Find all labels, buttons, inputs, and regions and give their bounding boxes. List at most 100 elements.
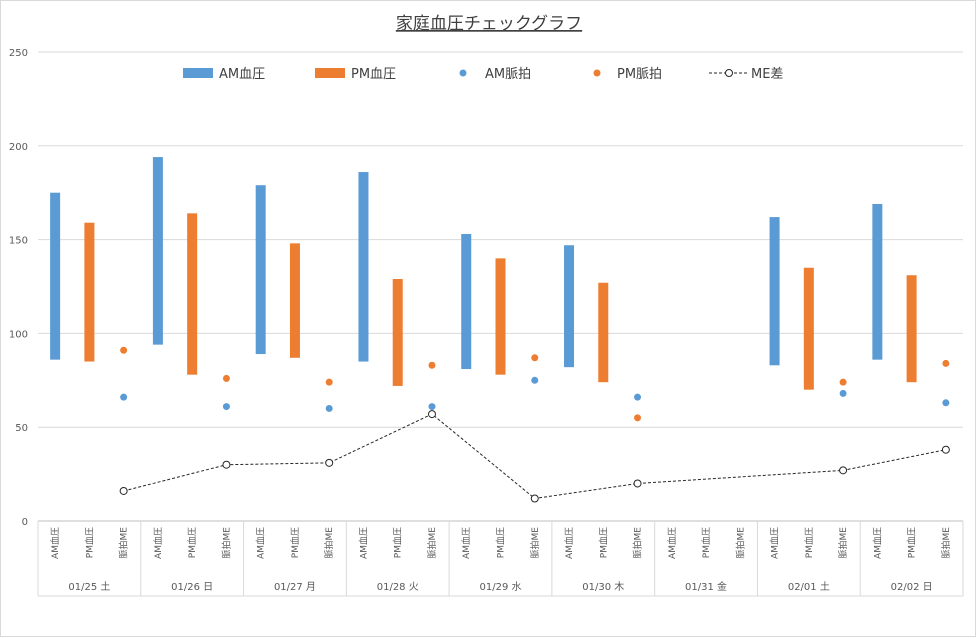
x-subcategory-label: AM血圧 (563, 527, 575, 559)
x-subcategory-label: AM血圧 (871, 527, 883, 559)
x-subcategory-label: AM血圧 (49, 527, 61, 559)
x-subcategory-label: AM血圧 (460, 527, 472, 559)
am-bp-bar (255, 185, 266, 355)
y-tick-label: 150 (9, 236, 28, 247)
legend: AM血圧 PM血圧 AM脈拍 PM脈拍 ME差 (183, 67, 783, 82)
pm-bp-bar (803, 267, 814, 390)
pulse-points (120, 346, 950, 422)
x-subcategory-label: 脈拍ME (118, 527, 130, 559)
x-subcategory-label: 脈拍ME (529, 527, 541, 559)
pm-bp-bar (598, 282, 609, 383)
pm-pulse-point (428, 361, 436, 369)
x-date-label: 01/28 火 (377, 581, 419, 593)
am-pulse-point (839, 389, 847, 397)
am-bp-bar (769, 217, 780, 366)
am-pulse-point (634, 393, 642, 401)
x-subcategory-label: PM血圧 (803, 527, 815, 558)
x-subcategory-label: AM血圧 (769, 527, 781, 559)
x-subcategory-label: 脈拍ME (323, 527, 335, 559)
x-date-label: 01/31 金 (685, 580, 727, 593)
am-pulse-point (428, 403, 436, 411)
x-date-label: 01/26 日 (171, 582, 213, 593)
legend-pm-pulse: PM脈拍 (617, 67, 662, 82)
x-date-label: 01/30 木 (582, 581, 624, 593)
chart-title: 家庭血圧チェックグラフ (396, 14, 582, 34)
legend-am-bp: AM血圧 (219, 67, 265, 82)
x-subcategory-label: 脈拍ME (426, 527, 438, 559)
am-pulse-point (942, 399, 950, 407)
am-bp-bar (358, 172, 369, 362)
x-subcategory-label: PM血圧 (83, 527, 95, 558)
legend-pm-bp: PM血圧 (351, 67, 396, 82)
y-tick-label: 250 (9, 48, 28, 59)
x-subcategory-label: AM血圧 (666, 527, 678, 559)
y-tick-label: 50 (15, 423, 28, 434)
x-subcategory-label: 脈拍ME (837, 527, 849, 559)
me-diff-point (427, 410, 436, 419)
y-axis: 0 50 100 150 200 250 (9, 48, 28, 528)
x-date-label: 01/25 土 (68, 580, 110, 593)
x-subcategory-label: PM血圧 (906, 527, 918, 558)
legend-am-pulse-marker (459, 69, 467, 77)
x-subcategory-label: PM血圧 (289, 527, 301, 558)
am-bp-bar (564, 245, 575, 368)
pm-pulse-point (222, 374, 230, 382)
am-pulse-point (531, 376, 539, 384)
am-bp-bar (50, 192, 61, 360)
x-subcategory-label: 脈拍ME (734, 527, 746, 559)
pm-bp-bar (187, 213, 198, 375)
me-diff-point (325, 458, 334, 467)
pm-bp-bar (84, 222, 95, 362)
pm-pulse-point (120, 346, 128, 354)
pm-bp-bar (495, 258, 506, 375)
legend-me-diff: ME差 (751, 67, 783, 82)
pm-pulse-point (839, 378, 847, 386)
legend-am-pulse: AM脈拍 (485, 67, 531, 82)
legend-am-bp-swatch (183, 68, 213, 78)
me-diff-line (123, 413, 946, 500)
x-subcategory-label: PM血圧 (392, 527, 404, 558)
am-pulse-point (325, 404, 333, 412)
x-subcategory-label: AM血圧 (152, 527, 164, 559)
x-subcategory-label: PM血圧 (186, 527, 198, 558)
me-diff-point (530, 494, 539, 503)
pm-pulse-point (634, 414, 642, 422)
y-tick-label: 200 (9, 142, 28, 153)
x-date-label: 02/02 日 (891, 582, 933, 593)
x-subcategory-label: PM血圧 (495, 527, 507, 558)
me-diff-point (839, 466, 848, 475)
x-axis: AM血圧 PM血圧 脈拍ME 01/25 土 AM血圧 PM血圧 脈拍ME 01/26 日 AM… (37, 521, 964, 597)
pm-pulse-point (531, 354, 539, 362)
me-diff-point (119, 486, 128, 495)
x-subcategory-label: AM血圧 (255, 527, 267, 559)
x-subcategory-label: AM血圧 (357, 527, 369, 559)
am-bp-bar (872, 203, 883, 360)
pm-pulse-point (325, 378, 333, 386)
me-diff-point (222, 460, 231, 469)
x-date-label: 02/01 土 (788, 580, 830, 593)
x-date-label: 01/27 月 (274, 581, 316, 593)
am-pulse-point (120, 393, 128, 401)
legend-pm-pulse-marker (593, 69, 601, 77)
me-diff-series (119, 410, 950, 503)
me-diff-point (633, 479, 642, 488)
am-pulse-point (222, 403, 230, 411)
x-date-label: 01/29 水 (480, 581, 522, 593)
legend-me-marker (725, 69, 733, 77)
am-bp-bar (461, 233, 472, 370)
pm-bp-bar (392, 278, 403, 386)
x-subcategory-label: 脈拍ME (632, 527, 644, 559)
legend-pm-bp-swatch (315, 68, 345, 78)
x-subcategory-label: 脈拍ME (220, 527, 232, 559)
y-tick-label: 100 (9, 329, 28, 340)
y-tick-label: 0 (22, 517, 28, 528)
pm-bp-bar (289, 243, 300, 358)
pm-pulse-point (942, 359, 950, 367)
x-subcategory-label: 脈拍ME (940, 527, 952, 559)
am-bp-bar (152, 157, 163, 345)
x-subcategory-label: PM血圧 (597, 527, 609, 558)
pm-bp-bar (906, 275, 917, 383)
bp-bars (50, 157, 917, 390)
